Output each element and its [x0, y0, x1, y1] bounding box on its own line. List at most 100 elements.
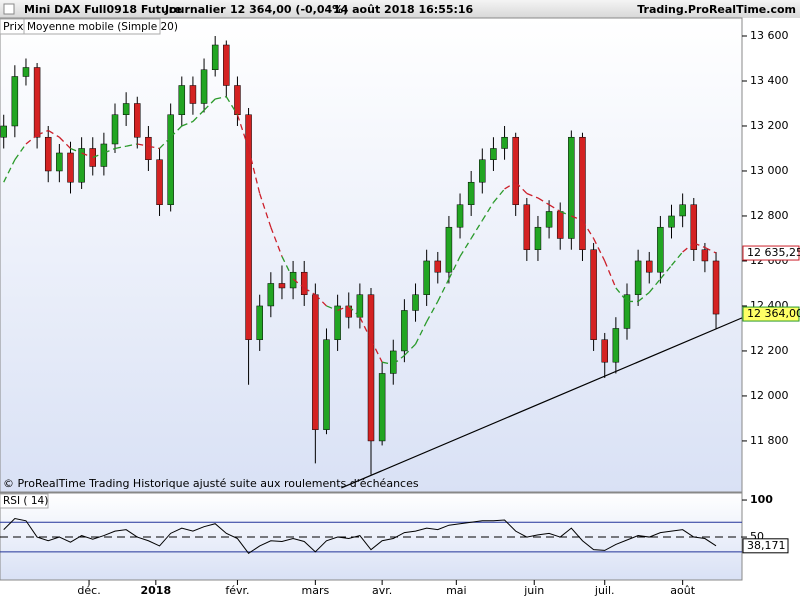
y-tick-label: 13 600 — [750, 29, 789, 42]
ma-segment — [47, 129, 60, 138]
ma-segment — [414, 321, 428, 345]
candle-body — [534, 226, 542, 250]
rsi-panel — [0, 492, 743, 581]
ma-segment — [25, 134, 38, 145]
quote: 12 364,00 (-0,04%) — [230, 3, 348, 16]
candle-body — [690, 204, 698, 250]
candle-body — [122, 103, 130, 115]
ma-last-box — [742, 245, 800, 261]
x-tick-label: févr. — [225, 584, 249, 597]
candle-body — [78, 148, 85, 183]
ma-segment — [58, 136, 71, 149]
ma-segment — [270, 226, 283, 257]
y-tick-label: 12 800 — [750, 209, 789, 222]
ma-segment — [203, 98, 216, 111]
y-tick-label: 11 800 — [750, 434, 789, 447]
candle-body — [0, 125, 7, 138]
y-tick-label: 12 000 — [750, 389, 789, 402]
candle-body — [657, 226, 664, 273]
candle-body — [378, 373, 386, 442]
rsi-line — [3, 518, 717, 555]
last-price-label: 12 364,00 — [747, 307, 800, 320]
candle-body — [701, 249, 709, 262]
ma-segment — [70, 147, 82, 154]
ma-segment — [537, 197, 550, 206]
ma-segment — [704, 246, 717, 254]
candle-body — [523, 204, 531, 250]
candle-body — [189, 85, 197, 104]
candle-body — [334, 305, 341, 340]
candle-body — [178, 85, 186, 115]
candle-body — [67, 152, 74, 183]
menu-icon[interactable] — [3, 3, 15, 15]
ma-segment — [236, 114, 250, 149]
ma-segment — [114, 145, 127, 150]
candle-body — [267, 283, 275, 307]
ma-segment — [604, 260, 617, 289]
ma-segment — [81, 152, 93, 159]
footer: © ProRealTime Trading Historique ajusté … — [3, 477, 419, 490]
ma-last-label: 12 635,25 — [747, 246, 800, 259]
x-tick-label: avr. — [372, 584, 392, 597]
rsi-last-box — [742, 538, 789, 554]
ma-segment — [92, 152, 105, 159]
rsi-legend: RSI ( 14) — [3, 495, 48, 507]
ma-segment — [459, 238, 472, 257]
candle-body — [245, 114, 252, 340]
ma-segment — [126, 143, 138, 147]
ma-segment — [247, 148, 261, 194]
candle-body — [200, 69, 208, 104]
ma-segment — [581, 220, 595, 239]
ma-segment — [359, 316, 372, 340]
y-tick-label: 13 000 — [750, 164, 789, 177]
candle-body — [312, 294, 319, 430]
ma-segment — [426, 301, 439, 323]
y-tick-label: 13 200 — [750, 119, 789, 132]
candle-body — [223, 44, 230, 86]
candle-body — [234, 85, 241, 115]
candle-body — [100, 143, 108, 167]
candle-body — [712, 260, 720, 315]
ma-segment — [481, 202, 494, 221]
ma-segment — [3, 159, 16, 183]
candle-body — [590, 249, 597, 340]
x-tick-label: mars — [301, 584, 329, 597]
candle-body — [56, 152, 63, 172]
ma-segment — [403, 343, 416, 356]
candle-body — [300, 271, 308, 295]
ma-segment — [470, 220, 483, 239]
ma-segment — [326, 305, 338, 312]
candle-body — [33, 67, 41, 138]
candle-body — [445, 226, 453, 273]
candle-body — [423, 260, 430, 295]
candle-body — [211, 44, 219, 70]
ma-segment — [659, 265, 673, 280]
ma-segment — [392, 354, 405, 365]
candle-body — [156, 159, 163, 205]
instrument: Mini DAX Full0918 Future — [24, 3, 182, 16]
candle-body — [289, 271, 297, 289]
rsi-last-label: 38,171 — [747, 539, 786, 552]
ma-segment — [148, 145, 160, 150]
candle-body — [556, 211, 564, 239]
candle-body — [501, 136, 508, 149]
ma-segment — [314, 294, 327, 307]
ma-segment — [225, 96, 238, 116]
x-tick-label: 2018 — [141, 584, 172, 597]
candle-body — [545, 211, 553, 228]
ma-segment — [548, 204, 561, 213]
candle-body — [479, 159, 486, 183]
candle-body — [456, 204, 464, 228]
ma-segment — [181, 120, 194, 127]
trendline — [341, 317, 743, 489]
candle-body — [512, 136, 519, 205]
candle-body — [601, 339, 608, 363]
y-tick-label: 12 200 — [750, 344, 789, 357]
candle-body — [434, 260, 442, 273]
candle-body — [22, 67, 30, 77]
candle-body — [634, 260, 642, 295]
candle-body — [668, 215, 675, 228]
candle-body — [612, 328, 620, 363]
ma-segment — [137, 143, 149, 147]
